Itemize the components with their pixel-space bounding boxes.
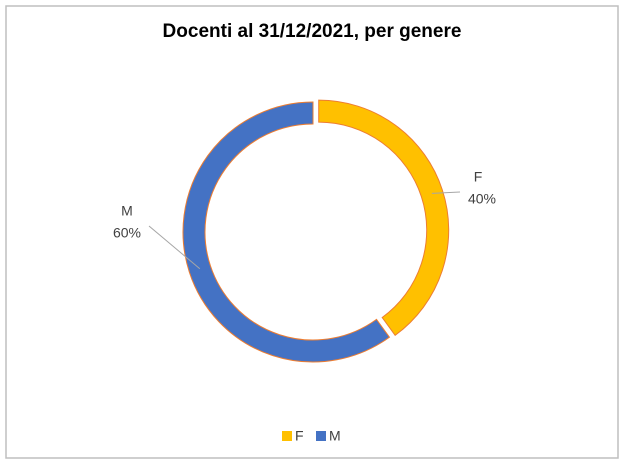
chart-frame xyxy=(5,5,619,459)
donut-segment xyxy=(182,101,391,363)
legend-label: M xyxy=(329,428,341,444)
donut-segment xyxy=(318,99,450,337)
leader-line xyxy=(148,225,201,270)
legend-swatch xyxy=(316,431,326,441)
chart-title: Docenti al 31/12/2021, per genere xyxy=(163,21,462,42)
legend-swatch xyxy=(282,431,292,441)
leader-line xyxy=(431,191,461,194)
data-label-category: F xyxy=(474,169,483,185)
data-label-category: M xyxy=(121,203,133,219)
data-label: 60% xyxy=(113,225,141,241)
data-label: 40% xyxy=(468,191,496,207)
legend-label: F xyxy=(295,428,304,444)
